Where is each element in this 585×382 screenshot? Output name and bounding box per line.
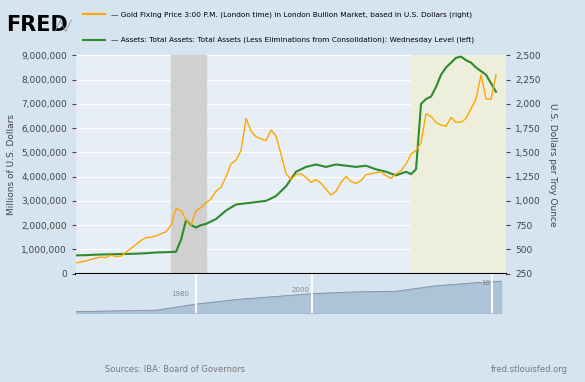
Text: Sources: IBA: Board of Governors: Sources: IBA: Board of Governors — [105, 366, 245, 374]
Text: 10: 10 — [481, 280, 491, 286]
Text: fred.stlouisfed.org: fred.stlouisfed.org — [490, 366, 567, 374]
Text: ╱╲╱: ╱╲╱ — [55, 19, 73, 31]
Text: FRED: FRED — [6, 15, 68, 35]
Bar — [411, 55, 506, 274]
Text: — Gold Fixing Price 3:00 P.M. (London time) in London Bullion Market, based in U: — Gold Fixing Price 3:00 P.M. (London ti… — [111, 11, 473, 18]
Y-axis label: Millions of U.S. Dollars: Millions of U.S. Dollars — [6, 114, 16, 215]
Y-axis label: U.S. Dollars per Troy Ounce: U.S. Dollars per Troy Ounce — [549, 103, 558, 226]
Text: 2000: 2000 — [291, 287, 309, 293]
Bar — [171, 55, 206, 274]
Text: 1980: 1980 — [171, 291, 189, 298]
Text: — Assets: Total Assets: Total Assets (Less Eliminations from Consolidation): Wed: — Assets: Total Assets: Total Assets (Le… — [111, 37, 474, 44]
